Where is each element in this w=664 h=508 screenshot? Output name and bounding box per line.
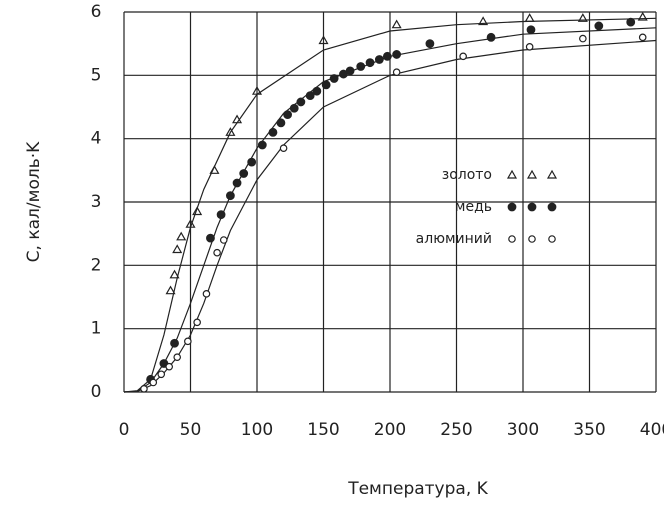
data-point — [579, 34, 587, 43]
y-tick-label: 5 — [91, 65, 102, 85]
data-point — [391, 19, 402, 29]
data-point — [184, 337, 192, 346]
y-tick-label: 0 — [91, 382, 102, 402]
data-point — [626, 17, 636, 27]
x-axis-title: Температура, K — [347, 479, 488, 499]
data-point — [225, 127, 236, 136]
data-point — [219, 236, 228, 244]
y-tick-label: 1 — [91, 319, 102, 339]
data-point — [165, 362, 174, 371]
data-point — [321, 80, 331, 90]
legend-marker — [507, 202, 517, 212]
data-point — [185, 218, 196, 228]
data-point — [374, 55, 384, 64]
legend-marker — [508, 235, 516, 243]
data-point — [232, 178, 242, 188]
y-tick-label: 3 — [91, 192, 102, 212]
data-point — [392, 68, 401, 76]
data-point — [176, 231, 187, 241]
x-tick-label: 50 — [180, 420, 202, 440]
data-point — [305, 91, 315, 100]
data-point — [247, 157, 257, 167]
data-point — [206, 233, 215, 243]
data-point — [577, 13, 588, 22]
data-point — [216, 210, 226, 220]
data-point — [193, 318, 201, 327]
data-point — [209, 165, 220, 174]
data-point — [365, 58, 375, 68]
data-point — [257, 140, 267, 150]
legend-label: золото — [442, 167, 492, 183]
data-point — [594, 21, 604, 31]
data-point — [268, 127, 278, 137]
data-point — [192, 206, 203, 216]
legend-marker — [548, 235, 556, 243]
data-point — [289, 103, 299, 113]
data-point — [486, 32, 496, 42]
data-point — [425, 39, 435, 49]
data-point — [173, 353, 182, 361]
x-tick-label: 300 — [507, 420, 539, 440]
data-point — [149, 378, 158, 387]
data-point — [392, 50, 402, 59]
data-point — [318, 35, 329, 45]
legend-marker — [527, 202, 537, 212]
data-point — [169, 269, 180, 279]
data-point — [232, 114, 243, 124]
data-point — [157, 370, 166, 379]
legend-marker — [506, 169, 518, 179]
x-tick-label: 350 — [573, 420, 605, 440]
data-point — [239, 169, 249, 178]
data-point — [172, 244, 183, 254]
y-tick-label: 2 — [91, 255, 102, 275]
data-point — [279, 144, 288, 152]
data-point — [140, 385, 148, 393]
data-point — [345, 66, 355, 76]
legend-label: алюминий — [416, 231, 492, 247]
fit-curve — [123, 39, 657, 393]
x-tick-label: 200 — [374, 420, 406, 440]
legend-marker — [528, 235, 536, 243]
data-point — [225, 191, 235, 201]
data-point — [202, 290, 211, 298]
data-point — [638, 33, 647, 42]
y-tick-label: 6 — [91, 2, 102, 22]
data-point — [251, 85, 263, 95]
data-point — [283, 110, 292, 119]
x-tick-label: 100 — [241, 420, 273, 440]
x-tick-label: 250 — [440, 420, 472, 440]
data-point — [526, 25, 536, 35]
data-point — [296, 97, 306, 107]
data-point — [525, 43, 534, 51]
data-point — [459, 52, 467, 61]
data-point — [478, 16, 489, 26]
x-tick-label: 400 — [640, 420, 664, 440]
legend-marker — [526, 169, 538, 179]
data-point — [356, 62, 366, 71]
data-point — [165, 285, 176, 295]
data-point — [637, 11, 648, 21]
data-point — [276, 118, 286, 128]
data-point — [312, 86, 322, 96]
data-point — [213, 248, 221, 257]
y-axis-title: C, кал/моль·K — [24, 141, 44, 262]
legend-marker — [546, 169, 558, 179]
x-tick-label: 0 — [119, 420, 130, 440]
fit-curve — [123, 17, 657, 393]
data-point — [329, 74, 339, 83]
legend-marker — [547, 202, 557, 212]
legend-label: медь — [455, 199, 492, 215]
x-tick-label: 150 — [307, 420, 339, 440]
data-point — [170, 338, 179, 348]
data-point — [382, 51, 392, 61]
y-tick-label: 4 — [91, 129, 102, 149]
data-point — [524, 13, 535, 22]
